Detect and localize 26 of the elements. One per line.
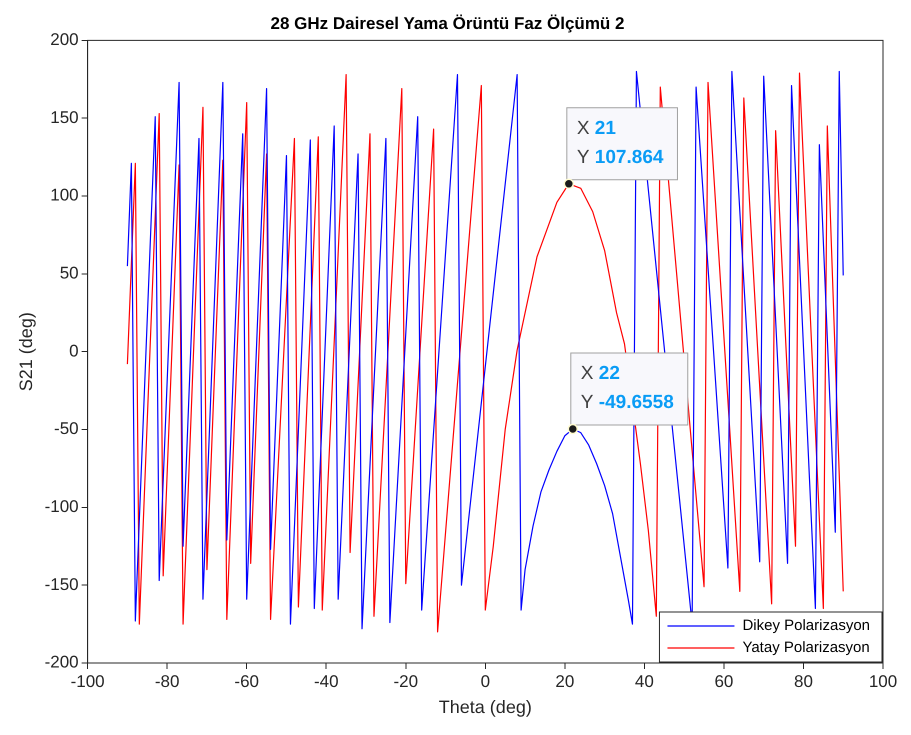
x-tick-label: 60 xyxy=(714,672,734,691)
y-tick-label: 50 xyxy=(60,264,79,283)
x-tick-label: -20 xyxy=(393,672,418,691)
x-tick-label: -60 xyxy=(234,672,259,691)
x-tick-label: 100 xyxy=(868,672,898,691)
x-tick-label: 80 xyxy=(794,672,813,691)
y-tick-label: -50 xyxy=(54,419,79,438)
annotation: X 21 Y 107.864 xyxy=(576,118,664,168)
y-tick-label: 0 xyxy=(69,341,79,360)
chart-title: 28 GHz Dairesel Yama Örüntü Faz Ölçümü 2 xyxy=(270,14,624,33)
x-tick-label: -80 xyxy=(154,672,180,691)
y-tick-label: 200 xyxy=(50,30,79,50)
x-tick-label: 20 xyxy=(555,672,574,691)
y-tick-label: 100 xyxy=(50,186,79,205)
annotation: X 22 Y -49.6558 xyxy=(580,363,674,414)
y-tick-label: 150 xyxy=(50,108,79,127)
y-tick-label: -100 xyxy=(44,497,79,516)
y-axis-title: S21 (deg) xyxy=(16,312,36,392)
y-tick-label: -200 xyxy=(44,652,79,672)
legend-label: Dikey Polarizasyon xyxy=(742,617,870,634)
x-axis-title: Theta (deg) xyxy=(438,697,532,718)
legend-label: Yatay Polarizasyon xyxy=(742,639,870,656)
x-tick-label: 0 xyxy=(480,672,490,691)
x-tick-label: 40 xyxy=(634,672,654,691)
x-tick-label: -40 xyxy=(314,672,339,691)
y-tick-label: -150 xyxy=(44,574,79,594)
